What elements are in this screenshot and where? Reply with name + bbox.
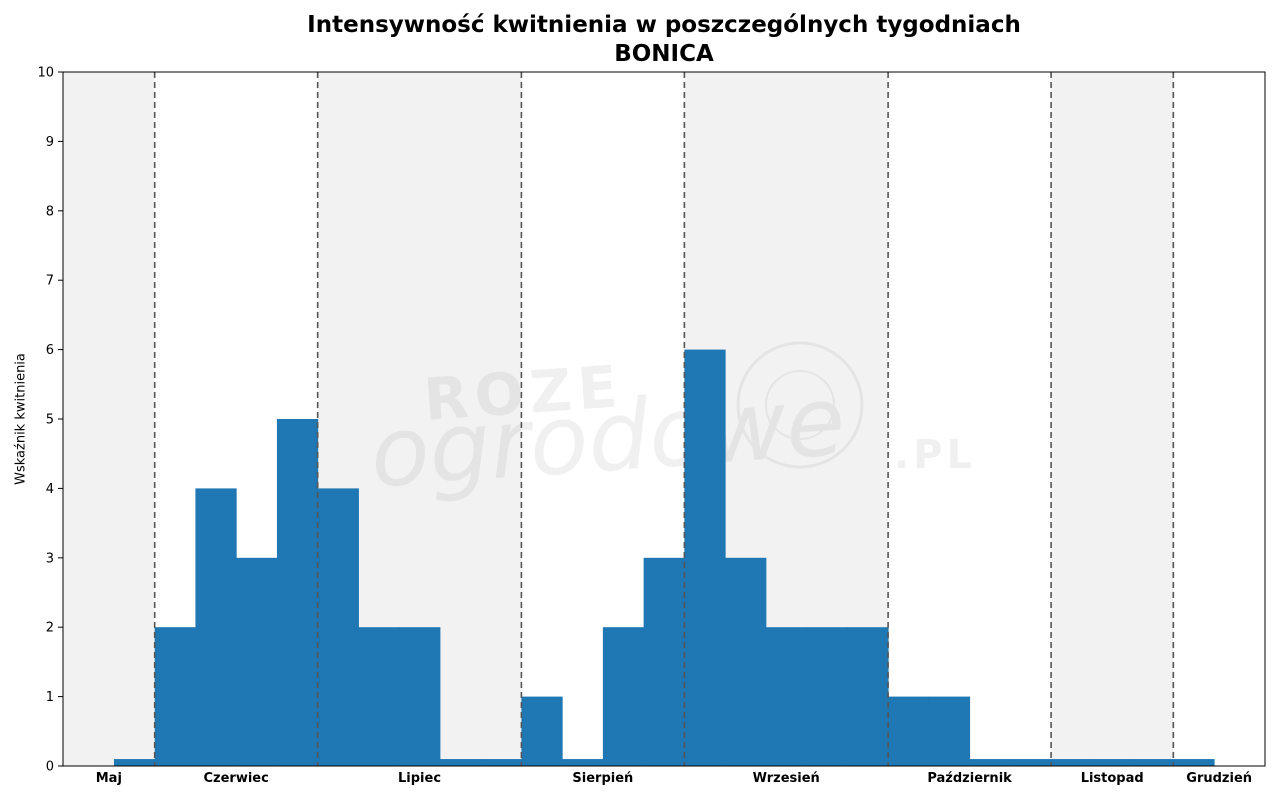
bar-week-20: [888, 696, 930, 766]
y-tick-label: 0: [46, 760, 54, 775]
month-label: Sierpień: [572, 771, 633, 786]
bar-week-1: [113, 759, 156, 766]
bar-week-5: [276, 419, 319, 766]
chart-subtitle: BONICA: [614, 41, 714, 67]
watermark-logo: ROZE ogrodowe .PL: [367, 341, 976, 510]
bar-week-19: [847, 627, 889, 766]
bar-week-2: [154, 627, 196, 766]
month-label: Grudzień: [1186, 771, 1252, 786]
y-tick-label: 3: [46, 551, 54, 566]
bar-week-13: [602, 627, 645, 766]
y-tick-label: 4: [46, 482, 54, 497]
svg-text:ROZE: ROZE: [422, 352, 626, 434]
bar-week-15: [684, 349, 726, 766]
bar-week-25: [1091, 759, 1134, 766]
bar-week-18: [806, 627, 848, 766]
y-tick-label: 7: [46, 274, 54, 289]
bar-week-6: [317, 488, 359, 766]
y-tick-label: 1: [46, 690, 54, 705]
bar-week-12: [562, 759, 604, 766]
bar-week-26: [1132, 759, 1174, 766]
bar-week-22: [969, 759, 1011, 766]
bar-week-3: [195, 488, 237, 766]
bar-week-23: [1010, 759, 1052, 766]
bar-week-21: [928, 696, 971, 766]
month-shade: [63, 72, 155, 766]
bar-week-7: [358, 627, 400, 766]
bar-week-24: [1051, 759, 1093, 766]
bar-week-27: [1173, 759, 1215, 766]
bar-week-4: [236, 557, 278, 766]
bar-week-10: [480, 759, 522, 766]
y-tick-label: 10: [37, 66, 54, 81]
y-tick-label: 8: [46, 204, 54, 219]
y-tick-label: 2: [46, 621, 54, 636]
chart-title: Intensywność kwitnienia w poszczególnych…: [307, 12, 1021, 38]
bar-week-8: [399, 627, 441, 766]
bar-week-16: [725, 557, 767, 766]
month-shade: [1051, 72, 1174, 766]
y-tick-label: 9: [46, 135, 54, 150]
month-label: Czerwiec: [204, 771, 269, 786]
month-label: Listopad: [1081, 771, 1144, 786]
svg-text:.PL: .PL: [894, 432, 976, 478]
bar-week-9: [439, 759, 482, 766]
bar-week-11: [521, 696, 563, 766]
bar-week-14: [643, 557, 685, 766]
month-label: Lipiec: [398, 771, 441, 786]
y-tick-label: 5: [46, 413, 54, 428]
month-label: Październik: [927, 771, 1012, 786]
y-tick-label: 6: [46, 343, 54, 358]
month-label: Maj: [96, 771, 122, 786]
month-label: Wrzesień: [753, 771, 820, 786]
bar-week-17: [765, 627, 808, 766]
